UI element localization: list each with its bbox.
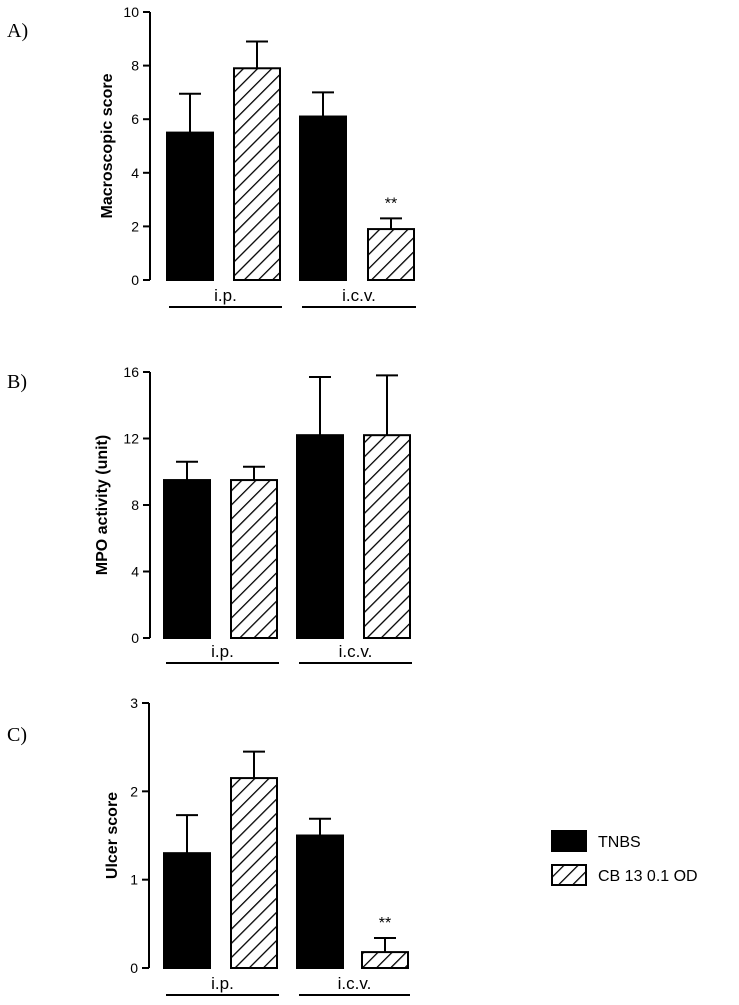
y-tick-label: 2: [131, 218, 139, 234]
group-label: i.c.v.: [339, 642, 373, 661]
y-tick-label: 16: [123, 364, 139, 380]
group-label: i.p.: [211, 974, 234, 993]
panel-label: B): [7, 371, 27, 393]
y-tick-label: 4: [131, 165, 139, 181]
y-tick-label: 12: [123, 431, 139, 447]
y-tick-label: 1: [130, 872, 138, 888]
significance-marker: **: [385, 195, 397, 212]
group-label: i.c.v.: [342, 286, 376, 305]
y-axis-title: MPO activity (unit): [94, 435, 111, 575]
bar-cb13: [361, 951, 409, 969]
legend-label: CB 13 0.1 OD: [598, 868, 698, 885]
legend-swatch: [551, 830, 587, 852]
bar-tnbs: [166, 131, 214, 281]
legend-label: TNBS: [598, 834, 641, 851]
y-tick-label: 8: [131, 58, 139, 74]
panel-label: A): [7, 20, 28, 42]
y-tick-label: 3: [130, 695, 138, 711]
y-tick-label: 0: [131, 272, 139, 288]
bar-cb13: [233, 67, 281, 281]
bar-cb13: [230, 777, 278, 969]
y-tick-label: 4: [131, 564, 139, 580]
bar-tnbs: [163, 852, 211, 970]
y-tick-label: 6: [131, 111, 139, 127]
group-label: i.p.: [211, 642, 234, 661]
bar-cb13: [363, 434, 411, 639]
y-tick-label: 0: [130, 960, 138, 976]
chart-panel: B) 0 4 8 12 16 MPO activity (unit) i.p. i.c.v.: [7, 364, 412, 664]
y-tick-label: 0: [131, 630, 139, 646]
y-axis-title: Macroscopic score: [99, 73, 116, 218]
chart-panel: C) 0 1 2 3 Ulcer score ** i.p. i.c.v.: [7, 695, 410, 996]
bar-tnbs: [296, 434, 344, 639]
legend-swatch: [551, 864, 587, 886]
significance-marker: **: [379, 915, 391, 932]
chart-panel: A) 0 2 4 6 8 10 Macroscopic score ** i.p. i.c.v.: [7, 4, 416, 308]
y-tick-label: 8: [131, 497, 139, 513]
y-axis-title: Ulcer score: [104, 792, 121, 879]
y-tick-label: 2: [130, 783, 138, 799]
panel-label: C): [7, 724, 27, 746]
bar-cb13: [367, 228, 415, 281]
group-label: i.p.: [214, 286, 237, 305]
bar-cb13: [230, 479, 278, 639]
bar-tnbs: [296, 834, 344, 969]
bar-tnbs: [299, 115, 347, 281]
group-label: i.c.v.: [338, 974, 372, 993]
legend: TNBS CB 13 0.1 OD: [551, 830, 698, 886]
bar-tnbs: [163, 479, 211, 639]
y-tick-label: 10: [123, 4, 139, 20]
